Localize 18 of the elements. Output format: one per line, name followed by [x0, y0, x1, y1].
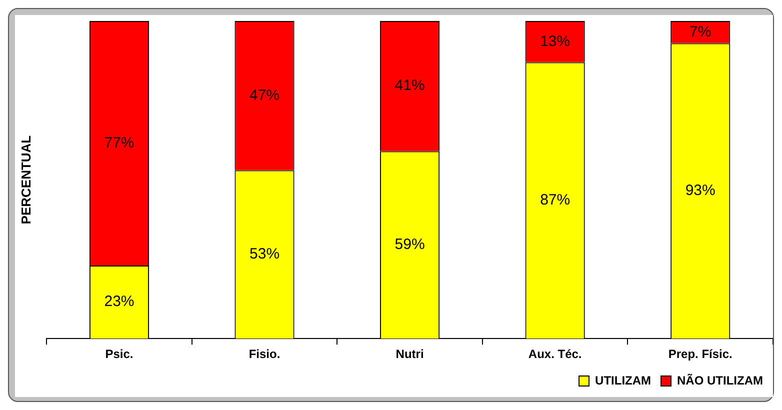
legend-label: NÃO UTILIZAM	[677, 373, 764, 388]
legend-label: UTILIZAM	[595, 373, 652, 388]
data-label: 77%	[104, 134, 134, 152]
x-tick-label: Fisio.	[248, 347, 280, 362]
data-label: 87%	[540, 192, 570, 209]
data-label: 93%	[685, 182, 716, 200]
data-label: 47%	[250, 86, 280, 104]
data-label: 7%	[690, 23, 712, 40]
data-label: 53%	[250, 246, 280, 263]
data-label: 59%	[394, 236, 425, 254]
data-label: 23%	[104, 293, 134, 310]
x-tick-label: Nutri	[396, 347, 424, 362]
data-label: 41%	[394, 77, 425, 94]
x-tick-label: Aux. Téc.	[528, 347, 582, 362]
y-axis-title: PERCENTUAL	[18, 135, 34, 224]
x-tick-label: Psic.	[105, 347, 134, 362]
data-label: 13%	[540, 32, 570, 50]
x-tick-label: Prep. Físic.	[668, 347, 732, 362]
